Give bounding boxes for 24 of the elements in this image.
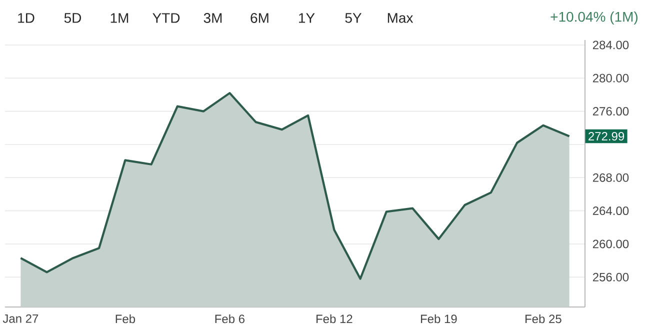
text: 272.99 [588,132,624,141]
x-tick-label: Feb 12 [316,314,352,324]
text: Max [388,13,414,23]
y-tick-label: 264.00 [592,206,629,216]
text: 1M [110,13,128,23]
y-tick-label: 284.00 [592,40,629,50]
text: 3M [204,13,222,23]
y-tick-label: 256.00 [592,272,629,282]
text: 1D [18,13,34,23]
text: 5Y [345,13,362,23]
y-tick-label: 276.00 [592,107,629,116]
y-tick-label: 280.00 [592,74,629,82]
y-tick-label: 260.00 [592,240,629,248]
x-tick-label: Feb 6 [215,314,244,324]
text: 5D [64,13,82,23]
text: YTD [152,13,180,23]
y-tick-label: 268.00 [592,173,629,182]
text: +10.04% (1M) [550,11,638,25]
x-tick-label: Jan 27 [2,314,38,323]
x-tick-label: Feb [116,314,136,324]
x-tick-label: Feb 25 [526,314,562,324]
text: 6M [250,13,268,23]
x-tick-label: Feb 19 [420,314,457,324]
text: 1Y [299,13,315,23]
